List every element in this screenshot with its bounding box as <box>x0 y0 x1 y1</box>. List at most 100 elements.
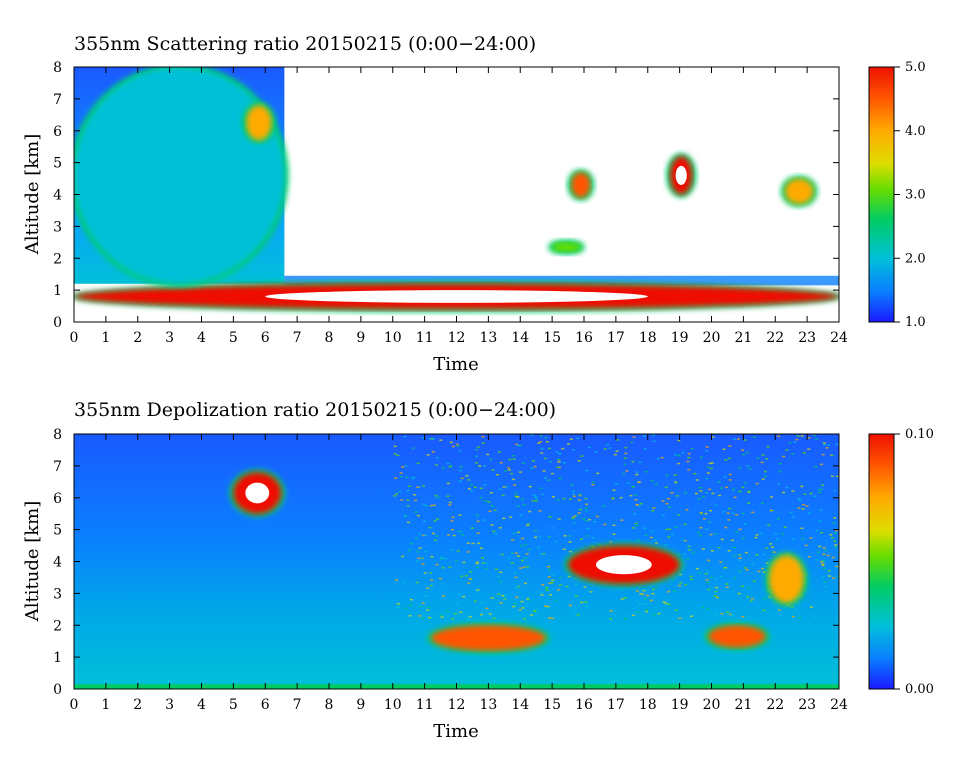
noise-speck <box>583 586 586 588</box>
noise-speck <box>699 535 702 537</box>
noise-speck <box>643 590 646 592</box>
noise-speck <box>476 563 479 565</box>
noise-speck <box>398 491 401 493</box>
heatmap-feature <box>571 172 590 198</box>
noise-speck <box>409 615 412 617</box>
noise-speck <box>477 446 480 448</box>
x-tick-label: 7 <box>293 330 302 346</box>
noise-speck <box>512 479 515 481</box>
y-tick-label: 5 <box>53 523 62 539</box>
noise-speck <box>814 466 817 468</box>
noise-speck <box>447 463 450 465</box>
noise-speck <box>422 563 425 565</box>
noise-speck <box>724 476 727 478</box>
noise-speck <box>757 571 760 573</box>
y-tick-label: 1 <box>53 283 62 299</box>
noise-speck <box>511 552 514 554</box>
noise-speck <box>609 541 612 543</box>
noise-speck <box>548 516 551 518</box>
noise-speck <box>419 606 422 608</box>
noise-speck <box>527 523 530 525</box>
noise-speck <box>393 495 396 497</box>
noise-speck <box>624 597 627 599</box>
noise-speck <box>585 510 588 512</box>
noise-speck <box>636 612 639 614</box>
noise-speck <box>700 457 703 459</box>
noise-speck <box>551 582 554 584</box>
noise-speck <box>741 487 744 489</box>
noise-speck <box>756 483 759 485</box>
noise-speck <box>475 456 478 458</box>
noise-speck <box>731 615 734 617</box>
noise-speck <box>809 537 812 539</box>
noise-speck <box>620 497 623 499</box>
noise-speck <box>738 554 741 556</box>
noise-speck <box>833 540 836 542</box>
noise-speck <box>507 467 510 469</box>
x-tick-label: 6 <box>261 697 270 713</box>
noise-speck <box>747 596 750 598</box>
noise-speck <box>693 473 696 475</box>
noise-speck <box>834 532 837 534</box>
noise-speck <box>687 457 690 459</box>
heatmap-feature <box>74 67 284 284</box>
noise-speck <box>511 539 514 541</box>
noise-speck <box>573 496 576 498</box>
noise-speck <box>624 447 627 449</box>
noise-speck <box>514 577 517 579</box>
noise-speck <box>557 461 560 463</box>
noise-speck <box>508 459 511 461</box>
noise-speck <box>723 567 726 569</box>
noise-speck <box>457 550 460 552</box>
x-tick-label: 6 <box>261 330 270 346</box>
noise-speck <box>548 617 551 619</box>
noise-speck <box>665 503 668 505</box>
noise-speck <box>529 486 532 488</box>
noise-speck <box>667 604 670 606</box>
noise-speck <box>407 490 410 492</box>
noise-speck <box>572 491 575 493</box>
heatmap-feature <box>246 105 272 140</box>
noise-speck <box>526 598 529 600</box>
noise-speck <box>810 493 813 495</box>
noise-speck <box>726 586 729 588</box>
noise-speck <box>803 452 806 454</box>
noise-speck <box>738 467 741 469</box>
noise-speck <box>522 462 525 464</box>
noise-speck <box>519 471 522 473</box>
noise-speck <box>591 537 594 539</box>
noise-speck <box>584 601 587 603</box>
noise-speck <box>406 499 409 501</box>
y-tick-label: 4 <box>53 188 62 204</box>
noise-speck <box>566 586 569 588</box>
noise-speck <box>538 536 541 538</box>
noise-speck <box>450 442 453 444</box>
noise-speck <box>559 584 562 586</box>
noise-speck <box>551 574 554 576</box>
noise-speck <box>424 534 427 536</box>
noise-speck <box>516 587 519 589</box>
noise-speck <box>530 614 533 616</box>
noise-speck <box>791 453 794 455</box>
noise-speck <box>831 537 834 539</box>
noise-speck <box>620 519 623 521</box>
noise-speck <box>636 600 639 602</box>
x-tick-label: 11 <box>416 697 434 713</box>
noise-speck <box>451 517 454 519</box>
noise-speck <box>651 480 654 482</box>
noise-speck <box>707 467 710 469</box>
noise-speck <box>738 571 741 573</box>
noise-speck <box>699 487 702 489</box>
noise-speck <box>831 476 834 478</box>
noise-speck <box>638 603 641 605</box>
noise-speck <box>401 556 404 558</box>
noise-speck <box>428 607 431 609</box>
noise-speck <box>822 454 825 456</box>
noise-speck <box>603 524 606 526</box>
noise-speck <box>678 585 681 587</box>
x-tick-label: 3 <box>165 330 174 346</box>
noise-speck <box>782 492 785 494</box>
noise-speck <box>572 517 575 519</box>
noise-speck <box>504 598 507 600</box>
noise-speck <box>397 603 400 605</box>
